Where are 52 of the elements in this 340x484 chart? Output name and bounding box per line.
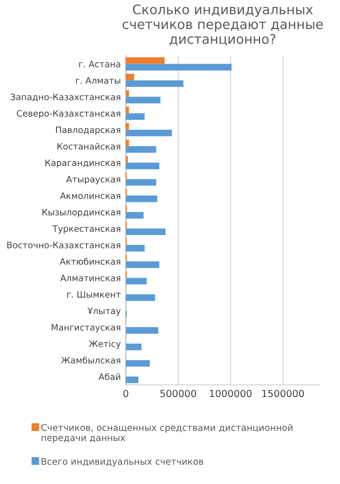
bar bbox=[126, 90, 129, 97]
bar bbox=[126, 80, 184, 87]
bar bbox=[126, 123, 129, 130]
bar bbox=[126, 162, 160, 170]
y-tick-label: Абай bbox=[98, 373, 120, 380]
y-tick-label: Карагандинская bbox=[45, 160, 120, 168]
bar bbox=[126, 228, 166, 236]
y-tick-label: г. Астана bbox=[79, 60, 120, 68]
bar bbox=[126, 113, 145, 120]
y-tick-label: Актюбинская bbox=[60, 258, 120, 265]
y-tick-label: Туркестанская bbox=[52, 225, 120, 234]
legend-label: Счетчиков, оснащенных средствами дистанционной передачи данных bbox=[41, 424, 292, 443]
bar bbox=[126, 64, 232, 70]
bar bbox=[126, 360, 150, 367]
bar bbox=[126, 376, 138, 384]
y-tick-label: Жетісу bbox=[88, 340, 121, 349]
bar bbox=[126, 244, 145, 252]
bar bbox=[126, 106, 129, 114]
bar bbox=[126, 146, 156, 153]
y-tick-label: Алматинская bbox=[60, 274, 120, 282]
bar bbox=[126, 179, 156, 186]
bar bbox=[126, 294, 156, 301]
bar bbox=[126, 96, 160, 104]
bar bbox=[126, 327, 158, 334]
bar bbox=[126, 278, 147, 284]
chart-title: Сколько индивидуальных счетчиков передают данные дистанционно? bbox=[122, 4, 323, 46]
y-tick-label: г. Шымкент bbox=[67, 291, 121, 298]
y-tick-label: Мангистауская bbox=[52, 324, 120, 332]
bar bbox=[126, 196, 158, 202]
bar bbox=[126, 57, 165, 64]
x-tick-label: 500000 bbox=[160, 390, 196, 398]
bar bbox=[126, 212, 144, 219]
legend-label: Всего индивидуальных счетчиков bbox=[42, 458, 204, 467]
y-tick-label: Павлодарская bbox=[56, 126, 120, 135]
y-tick-label: Акмолинская bbox=[60, 192, 120, 199]
bar bbox=[126, 74, 134, 80]
y-tick-label: Кызылординская bbox=[42, 208, 120, 218]
y-tick-label: Ұлытау bbox=[87, 308, 121, 316]
y-tick-label: Костанайская bbox=[57, 142, 120, 150]
y-tick-label: Атырауская bbox=[66, 176, 120, 184]
x-tick-label: 0 bbox=[123, 390, 128, 398]
y-tick-label: Восточно-Казахстанская bbox=[7, 242, 120, 248]
bar bbox=[126, 140, 129, 146]
y-tick-label: Жамбылская bbox=[61, 356, 120, 364]
bar bbox=[126, 130, 172, 136]
y-tick-label: г. Алматы bbox=[76, 77, 120, 84]
bar bbox=[126, 344, 142, 350]
y-tick-label: Северо-Казахстанская bbox=[16, 110, 120, 118]
bar bbox=[126, 261, 160, 268]
x-tick-label: 1500000 bbox=[262, 390, 304, 398]
x-tick-label: 1000000 bbox=[210, 390, 252, 398]
y-tick-label: Западно-Казахстанская bbox=[10, 94, 120, 102]
